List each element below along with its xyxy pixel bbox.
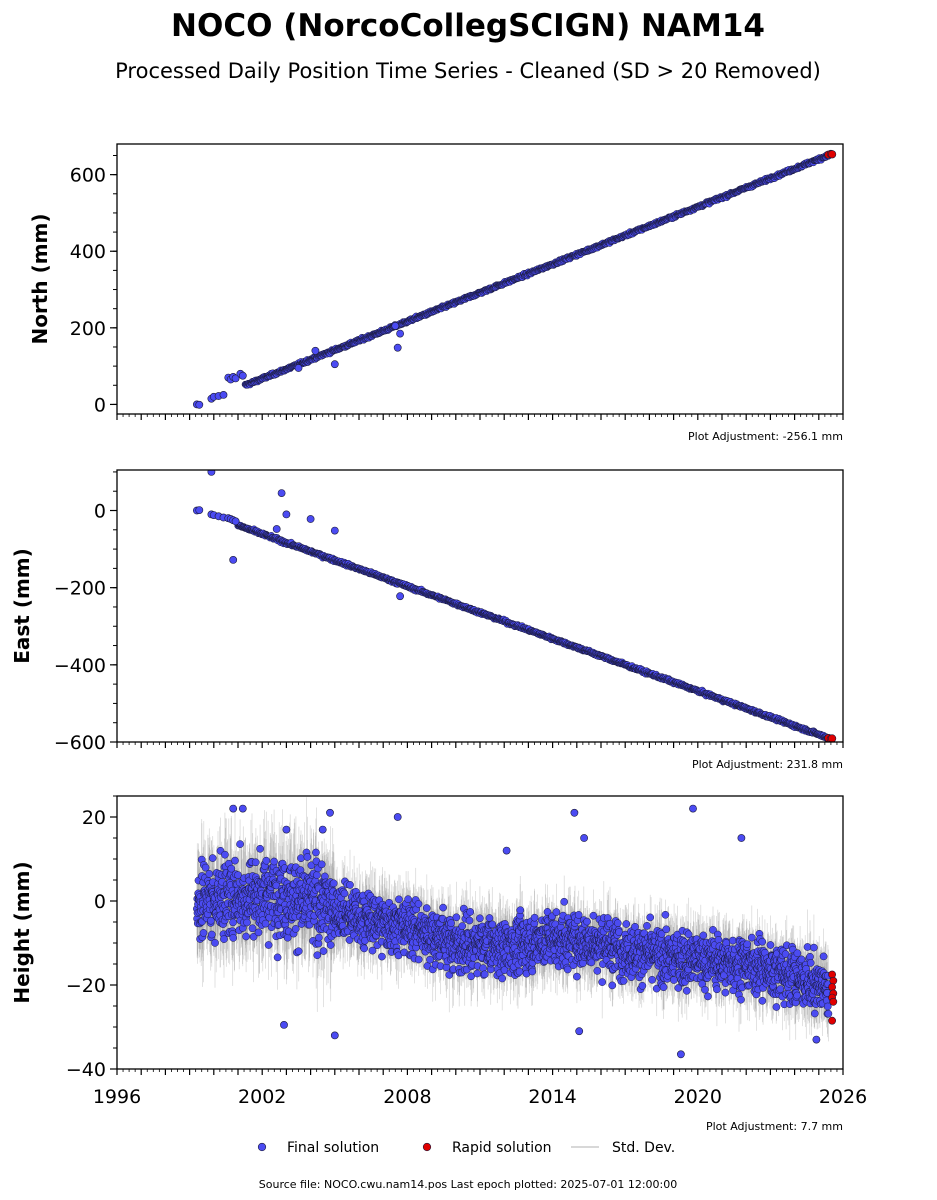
height-outlier-point [280, 1021, 288, 1029]
legend-item-2: Std. Dev. [571, 1140, 675, 1156]
north-early-point [219, 390, 228, 399]
east-ytick-label: −200 [54, 578, 106, 600]
height-ylabel: Height (mm) [10, 861, 34, 1003]
panel-north: 0 200 400 600 North (mm) Plot Adjustment: -25… [28, 143, 844, 443]
east-outlier-point [330, 526, 339, 535]
north-early-point [195, 400, 204, 409]
chart-title: NOCO (NorcoCollegSCIGN) NAM14 [171, 8, 765, 44]
source-text: Source file: NOCO.cwu.nam14.pos Last epo… [259, 1178, 677, 1191]
north-outlier-point [391, 321, 400, 330]
height-outlier-point [812, 1035, 821, 1044]
north-ylabel: North (mm) [28, 213, 52, 344]
legend-item-1: Rapid solution [422, 1140, 552, 1156]
height-outlier-point [318, 825, 327, 834]
east-early-point [231, 517, 240, 526]
north-ytick-label: 400 [70, 241, 106, 263]
height-plot-area [193, 797, 838, 1059]
north-outlier-point [396, 329, 404, 338]
height-outlier-point [238, 804, 247, 813]
height-ytick-label: −20 [66, 975, 106, 997]
east-ylabel: East (mm) [10, 548, 34, 664]
height-rapid-point [828, 1016, 836, 1025]
east-outlier-point [277, 489, 286, 497]
north-outlier-point [330, 360, 339, 369]
east-ytick-label: −600 [54, 732, 106, 754]
chart-subtitle: Processed Daily Position Time Series - C… [115, 59, 821, 83]
north-final-points [241, 151, 833, 389]
height-outlier-point [677, 1050, 685, 1059]
north-outlier-point [393, 343, 402, 352]
height-outlier-point [570, 808, 579, 817]
height-outlier-point [326, 808, 334, 817]
east-outlier-point [207, 470, 216, 476]
north-plot-area [192, 149, 837, 409]
north-outlier-point [294, 364, 303, 372]
height-rapid-point [829, 997, 838, 1006]
north-axes-frame [116, 143, 844, 415]
east-outlier-point [306, 515, 315, 523]
height-outlier-point [575, 1027, 584, 1036]
east-rapid-point [828, 734, 837, 742]
north-early-point [231, 374, 240, 383]
height-outlier-point [737, 834, 746, 842]
north-early-point [238, 371, 247, 380]
panel-height: −40 −20 0 20 Height (mm) Plot Adjustment: 7.7… [10, 795, 867, 1133]
height-outlier-point [502, 846, 511, 855]
xtick-label: 2008 [383, 1086, 431, 1108]
east-final-points [234, 521, 833, 742]
height-final-points [193, 840, 833, 1018]
north-adjustment-label: Plot Adjustment: -256.1 mm [688, 430, 843, 443]
height-ytick-label: 0 [94, 891, 106, 913]
xtick-label: 2020 [674, 1086, 722, 1108]
height-outlier-point [229, 804, 238, 813]
legend-marker [422, 1142, 432, 1152]
height-outlier-point [580, 834, 588, 842]
xtick-label: 1996 [93, 1086, 141, 1108]
height-outlier-point [282, 825, 291, 834]
north-outlier-point [311, 346, 320, 355]
north-ytick-label: 200 [70, 318, 106, 340]
east-ytick-label: −400 [54, 655, 106, 677]
legend-marker [257, 1142, 267, 1152]
east-adjustment-label: Plot Adjustment: 231.8 mm [692, 758, 843, 771]
xtick-label: 2014 [528, 1086, 576, 1108]
north-ytick-label: 0 [94, 394, 106, 416]
north-ytick-label: 600 [70, 165, 106, 187]
east-outlier-point [272, 525, 281, 533]
east-plot-area [192, 470, 837, 742]
panel-east: −600 −400 −200 0 East (mm) Plot Adjustment: 2… [10, 469, 844, 771]
height-ytick-label: 20 [82, 807, 106, 829]
east-early-point [195, 506, 204, 514]
east-outlier-point [282, 510, 291, 519]
legend-label: Rapid solution [452, 1140, 552, 1156]
height-rapid-point [828, 970, 836, 979]
xtick-label: 2026 [819, 1086, 867, 1108]
xtick-label: 2002 [238, 1086, 286, 1108]
north-rapid-point [827, 150, 837, 159]
legend-label: Final solution [287, 1140, 379, 1156]
height-adjustment-label: Plot Adjustment: 7.7 mm [706, 1120, 843, 1133]
legend-label: Std. Dev. [612, 1140, 675, 1156]
height-rapid-point [829, 976, 838, 985]
east-outlier-point [396, 592, 404, 601]
legend-item-0: Final solution [257, 1140, 379, 1156]
height-outlier-point [689, 804, 697, 813]
east-ytick-label: 0 [94, 501, 106, 523]
east-outlier-point [229, 556, 238, 564]
height-ytick-label: −40 [66, 1059, 106, 1081]
legend: Final solution Rapid solution Std. Dev. [257, 1140, 675, 1156]
height-rapid-point [828, 983, 836, 991]
height-outlier-point [330, 1031, 339, 1040]
height-outlier-point [393, 813, 402, 821]
